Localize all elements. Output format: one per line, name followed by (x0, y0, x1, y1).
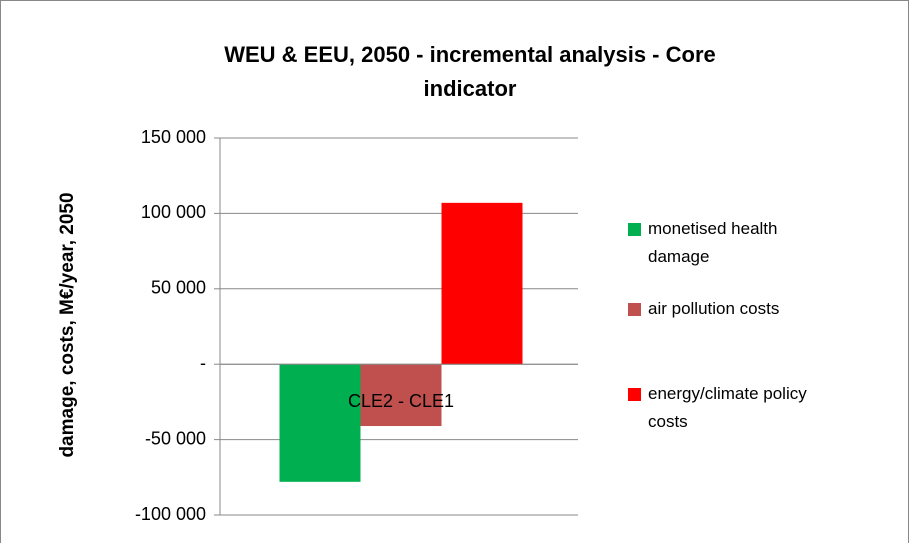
bar (360, 364, 442, 427)
legend-swatch (628, 388, 641, 401)
legend-swatch (628, 223, 641, 236)
y-tick-label: - (200, 353, 206, 373)
y-tick-label: 50 000 (151, 278, 206, 298)
legend-item: monetised health damage (628, 215, 843, 271)
bar (279, 364, 361, 482)
y-tick-label: -50 000 (145, 428, 206, 448)
y-tick-label: 100 000 (141, 202, 206, 222)
legend-label: energy/climate policy costs (648, 384, 807, 431)
y-tick-label: 150 000 (141, 127, 206, 147)
chart-title: WEU & EEU, 2050 - incremental analysis -… (224, 42, 716, 101)
legend-label: monetised health damage (648, 219, 778, 266)
legend-swatch (628, 303, 641, 316)
bar (441, 202, 523, 365)
x-tick-label: CLE2 - CLE1 (348, 391, 454, 411)
y-axis-label: damage, costs, M€/year, 2050 (57, 192, 78, 457)
legend-item: energy/climate policy costs (628, 380, 843, 436)
legend-label: air pollution costs (648, 299, 780, 318)
y-tick-label: -100 000 (135, 504, 206, 524)
legend-item: air pollution costs (628, 295, 843, 323)
